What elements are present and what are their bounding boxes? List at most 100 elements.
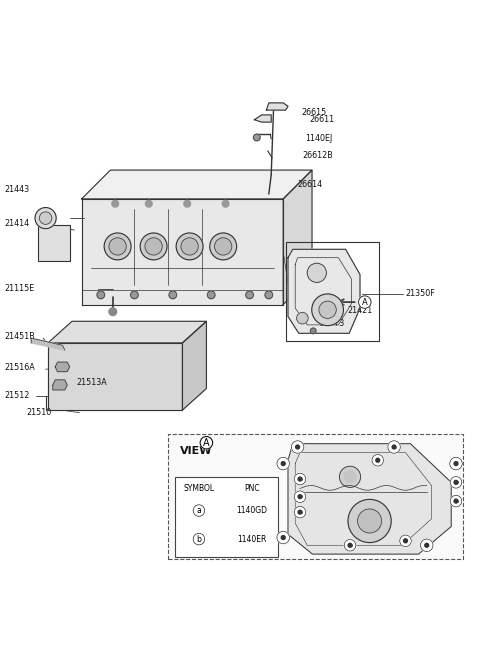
Circle shape xyxy=(104,233,131,260)
Polygon shape xyxy=(82,170,312,199)
Text: a: a xyxy=(281,535,285,540)
Circle shape xyxy=(291,441,304,453)
Text: b: b xyxy=(298,510,302,514)
Bar xyxy=(286,242,379,340)
Polygon shape xyxy=(48,321,206,343)
Text: A: A xyxy=(203,438,210,447)
Circle shape xyxy=(145,238,162,255)
Circle shape xyxy=(450,457,462,470)
Circle shape xyxy=(319,301,336,319)
Text: 1140GD: 1140GD xyxy=(236,506,267,515)
Circle shape xyxy=(265,291,273,299)
Circle shape xyxy=(181,238,198,255)
Circle shape xyxy=(35,208,56,229)
Circle shape xyxy=(281,462,285,466)
Text: b: b xyxy=(196,535,202,543)
Text: a: a xyxy=(197,506,201,515)
Circle shape xyxy=(131,291,138,299)
Circle shape xyxy=(297,313,308,324)
Polygon shape xyxy=(283,170,312,304)
Bar xyxy=(38,225,70,261)
Circle shape xyxy=(193,505,204,516)
Circle shape xyxy=(348,543,352,547)
Text: SYMBOL: SYMBOL xyxy=(183,484,215,493)
Text: 21443: 21443 xyxy=(5,185,30,194)
Text: 21414: 21414 xyxy=(5,219,30,229)
Circle shape xyxy=(39,212,52,224)
Text: a: a xyxy=(425,543,429,548)
Circle shape xyxy=(109,308,117,315)
Polygon shape xyxy=(288,249,360,333)
Text: b: b xyxy=(376,458,380,463)
Text: 21516A: 21516A xyxy=(5,363,36,373)
Circle shape xyxy=(420,539,433,551)
Circle shape xyxy=(298,477,302,481)
Polygon shape xyxy=(31,338,65,350)
Text: b: b xyxy=(298,476,302,482)
Circle shape xyxy=(310,328,316,334)
Text: 26614: 26614 xyxy=(298,180,323,189)
Circle shape xyxy=(140,233,167,260)
Text: 21350F: 21350F xyxy=(406,290,435,298)
Circle shape xyxy=(294,491,306,503)
Circle shape xyxy=(339,466,360,487)
Text: PNC: PNC xyxy=(244,484,259,493)
Text: a: a xyxy=(281,461,285,466)
Circle shape xyxy=(298,510,302,514)
Circle shape xyxy=(294,473,306,485)
Text: 21421: 21421 xyxy=(348,306,373,315)
Text: b: b xyxy=(348,543,352,548)
Circle shape xyxy=(450,495,462,507)
Circle shape xyxy=(454,462,458,466)
Text: a: a xyxy=(392,445,396,449)
Circle shape xyxy=(176,233,203,260)
Text: b: b xyxy=(404,538,408,543)
Circle shape xyxy=(193,533,204,545)
Circle shape xyxy=(277,532,289,544)
Circle shape xyxy=(344,539,356,551)
Circle shape xyxy=(200,436,213,449)
Polygon shape xyxy=(53,380,67,390)
Circle shape xyxy=(348,499,391,543)
Circle shape xyxy=(169,291,177,299)
Circle shape xyxy=(296,445,300,449)
Text: 21510: 21510 xyxy=(26,408,52,417)
Circle shape xyxy=(97,291,105,299)
Circle shape xyxy=(344,471,356,483)
Circle shape xyxy=(392,445,396,449)
Text: 1140EJ: 1140EJ xyxy=(305,135,332,143)
Circle shape xyxy=(145,200,152,207)
Circle shape xyxy=(277,457,289,470)
Circle shape xyxy=(253,134,260,141)
Circle shape xyxy=(358,509,382,533)
Text: 21473: 21473 xyxy=(319,319,345,328)
Circle shape xyxy=(210,233,237,260)
Circle shape xyxy=(246,291,253,299)
Circle shape xyxy=(307,263,326,283)
Circle shape xyxy=(184,200,191,207)
Circle shape xyxy=(376,459,380,462)
Text: b: b xyxy=(298,494,302,499)
Text: A: A xyxy=(362,298,368,307)
Text: 1140ER: 1140ER xyxy=(237,535,266,543)
Circle shape xyxy=(454,480,458,484)
Circle shape xyxy=(400,535,411,547)
Text: b: b xyxy=(454,499,458,504)
Circle shape xyxy=(359,296,371,308)
Circle shape xyxy=(112,200,119,207)
Polygon shape xyxy=(55,362,70,372)
Text: 21513A: 21513A xyxy=(77,378,108,387)
Polygon shape xyxy=(288,443,451,554)
Text: VIEW: VIEW xyxy=(180,446,213,456)
Circle shape xyxy=(109,238,126,255)
Circle shape xyxy=(425,543,429,547)
Circle shape xyxy=(281,535,285,539)
Circle shape xyxy=(450,476,462,488)
Circle shape xyxy=(388,441,400,453)
Bar xyxy=(168,434,463,559)
Circle shape xyxy=(222,200,229,207)
Circle shape xyxy=(294,507,306,518)
Polygon shape xyxy=(182,321,206,410)
Text: a: a xyxy=(454,461,458,466)
Text: 21115E: 21115E xyxy=(5,284,35,293)
